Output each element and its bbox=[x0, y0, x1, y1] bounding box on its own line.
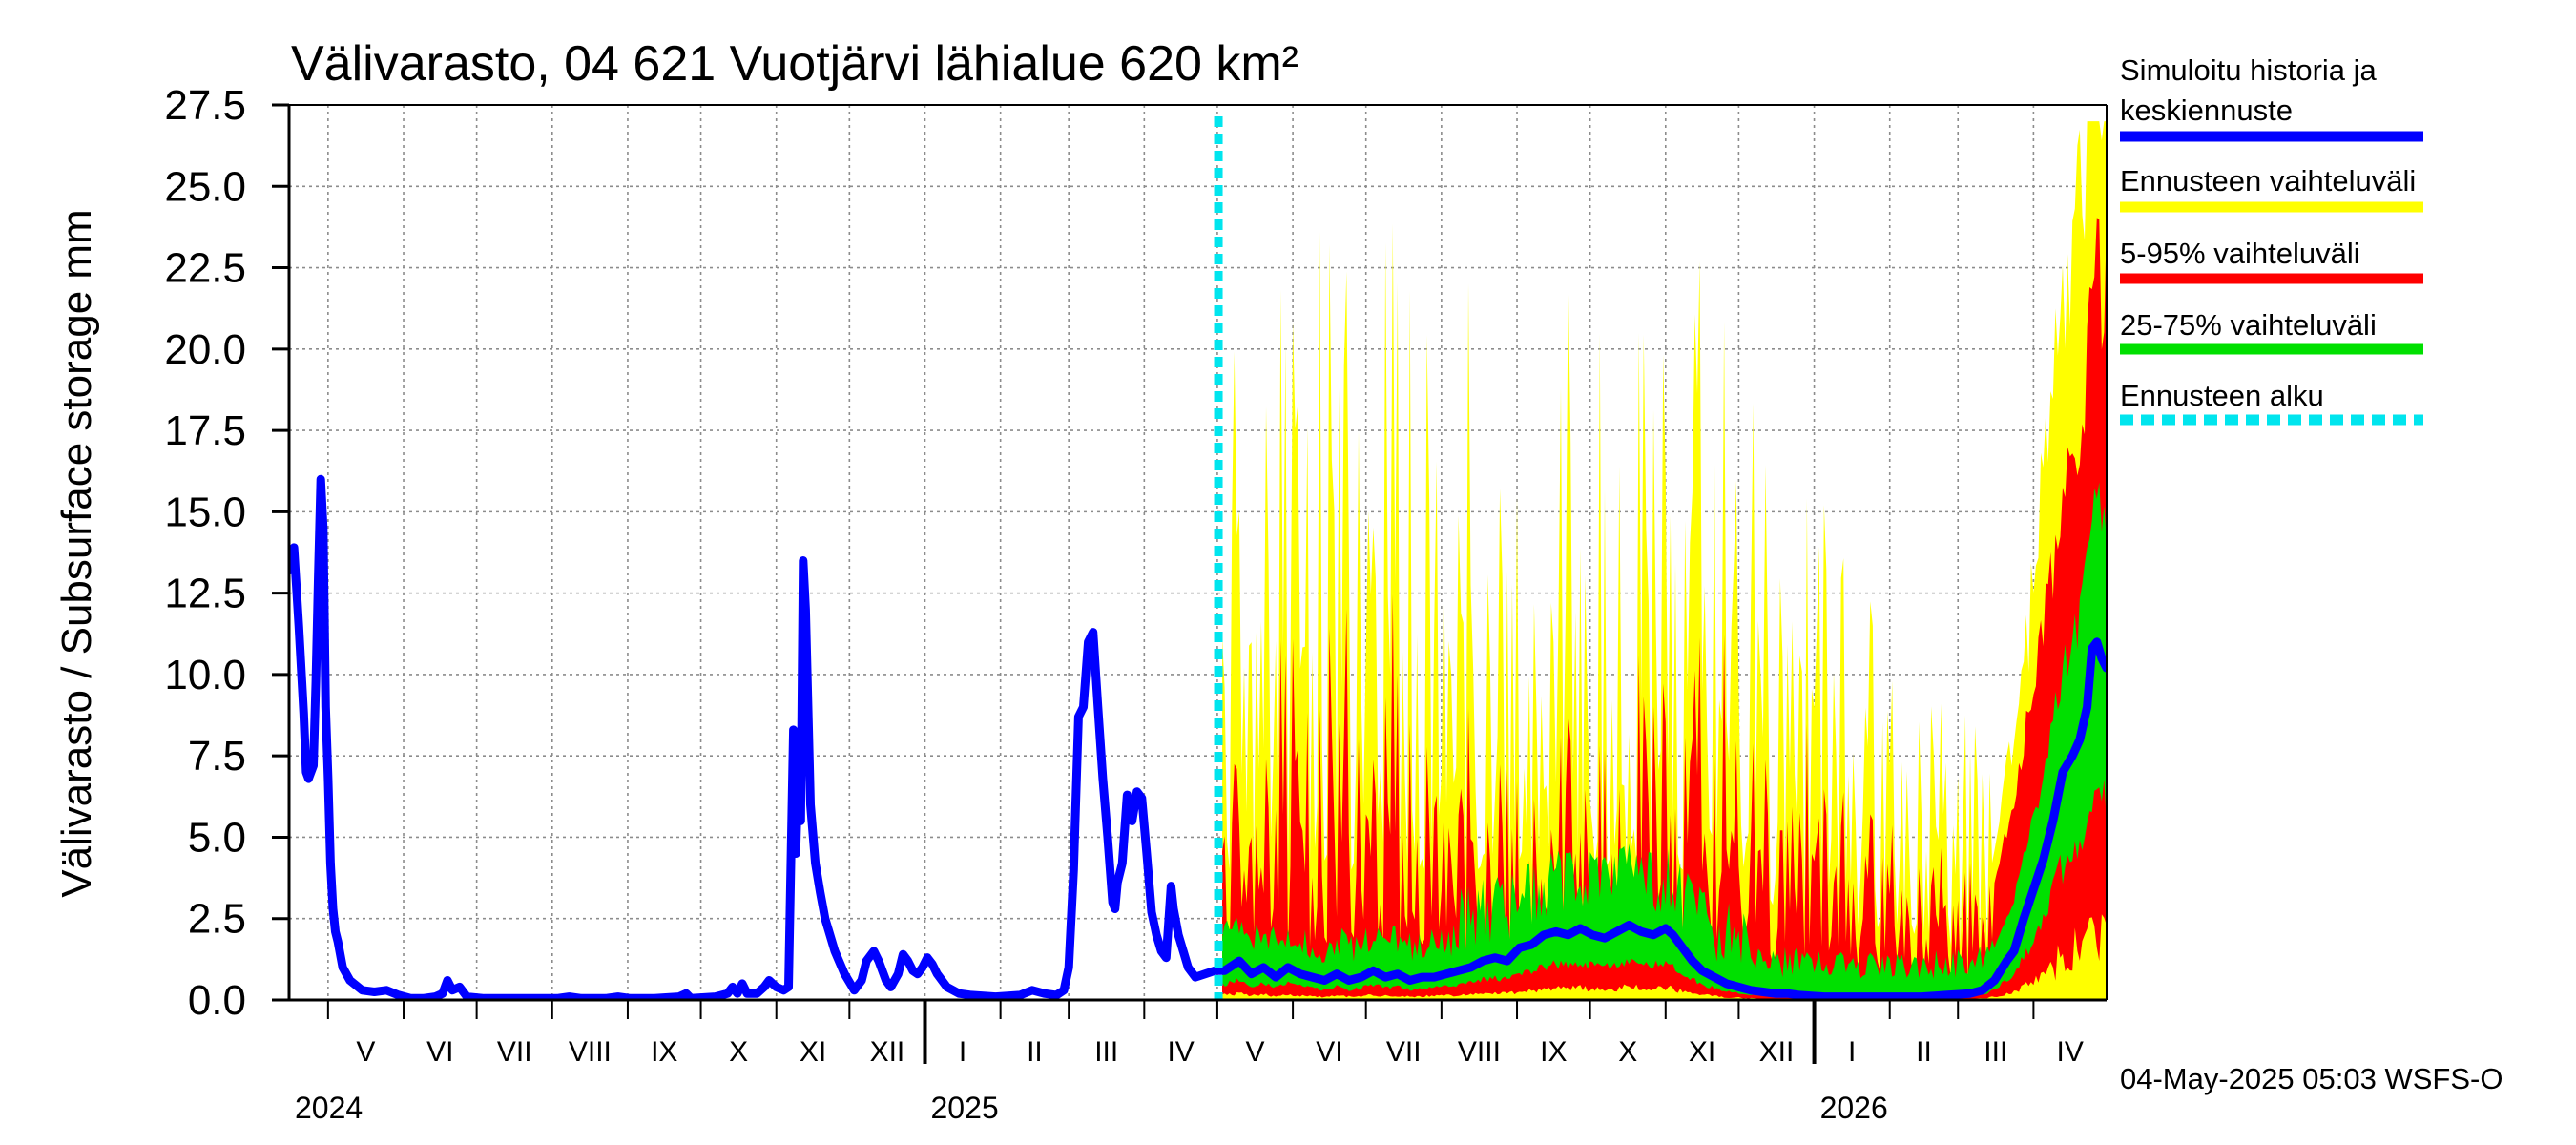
y-tick-labels: 0.0 2.5 5.0 7.5 10.0 12.5 15.0 17.5 20.0 22.5 25.0… bbox=[164, 82, 289, 1024]
y-tick-label: 17.5 bbox=[164, 407, 246, 454]
month-label: VI bbox=[426, 1036, 453, 1068]
month-label: III bbox=[1984, 1036, 2007, 1068]
legend-label: Ennusteen alku bbox=[2120, 379, 2324, 412]
month-label: II bbox=[1916, 1036, 1932, 1068]
y-tick-label: 7.5 bbox=[188, 733, 246, 780]
grid-lines bbox=[289, 104, 2107, 1000]
y-tick-label: 10.0 bbox=[164, 652, 246, 698]
month-label: II bbox=[1027, 1036, 1043, 1068]
month-label: XII bbox=[870, 1036, 905, 1068]
legend: Simuloitu historia ja keskiennuste Ennuste… bbox=[2120, 53, 2423, 426]
month-label: V bbox=[356, 1036, 375, 1068]
month-label: XII bbox=[1759, 1036, 1795, 1068]
y-axis-label: Välivarasto / Subsurface storage mm bbox=[53, 209, 100, 897]
axes bbox=[287, 104, 2108, 1002]
legend-label: Simuloitu historia ja bbox=[2120, 53, 2378, 87]
history-series bbox=[289, 474, 2107, 1000]
year-label: 2025 bbox=[930, 1091, 998, 1125]
y-tick-label: 15.0 bbox=[164, 489, 246, 535]
month-label: XI bbox=[800, 1036, 826, 1068]
year-label: 2024 bbox=[295, 1091, 363, 1125]
month-label: V bbox=[1246, 1036, 1265, 1068]
month-label: VI bbox=[1316, 1036, 1342, 1068]
month-label: I bbox=[959, 1036, 966, 1068]
month-label: IX bbox=[1540, 1036, 1567, 1068]
y-tick-label: 2.5 bbox=[188, 896, 246, 943]
month-label: III bbox=[1094, 1036, 1118, 1068]
forecast-bands bbox=[1222, 121, 2107, 1000]
month-label: IV bbox=[1167, 1036, 1194, 1068]
year-label: 2026 bbox=[1820, 1091, 1888, 1125]
month-label: IX bbox=[651, 1036, 677, 1068]
y-tick-label: 5.0 bbox=[188, 814, 246, 861]
chart-title: Välivarasto, 04 621 Vuotjärvi lähialue 6… bbox=[291, 36, 1298, 92]
month-label: IV bbox=[2057, 1036, 2084, 1068]
month-label: VIII bbox=[1458, 1036, 1501, 1068]
month-label: I bbox=[1848, 1036, 1856, 1068]
y-tick-label: 20.0 bbox=[164, 326, 246, 373]
band-full-range bbox=[1222, 121, 2107, 1000]
month-label: VIII bbox=[569, 1036, 612, 1068]
y-tick-label: 27.5 bbox=[164, 82, 246, 129]
history-median-line bbox=[289, 474, 2107, 1000]
y-tick-label: 22.5 bbox=[164, 245, 246, 292]
month-label: XI bbox=[1689, 1036, 1715, 1068]
y-tick-label: 12.5 bbox=[164, 571, 246, 617]
month-label: X bbox=[729, 1036, 748, 1068]
legend-label: keskiennuste bbox=[2120, 94, 2293, 127]
legend-label: 5-95% vaihteluväli bbox=[2120, 237, 2360, 270]
y-tick-label: 25.0 bbox=[164, 163, 246, 210]
month-label: X bbox=[1618, 1036, 1637, 1068]
month-label: VII bbox=[497, 1036, 532, 1068]
footer-timestamp: 04-May-2025 05:03 WSFS-O bbox=[2120, 1062, 2503, 1095]
x-axis-months: V VI VII VIII IX X XI XII I II III IV V VI VII VIII IX X X… bbox=[295, 1000, 2084, 1125]
legend-label: 25-75% vaihteluväli bbox=[2120, 308, 2377, 342]
y-tick-label: 0.0 bbox=[188, 977, 246, 1024]
month-label: VII bbox=[1386, 1036, 1422, 1068]
legend-label: Ennusteen vaihteluväli bbox=[2120, 164, 2416, 198]
